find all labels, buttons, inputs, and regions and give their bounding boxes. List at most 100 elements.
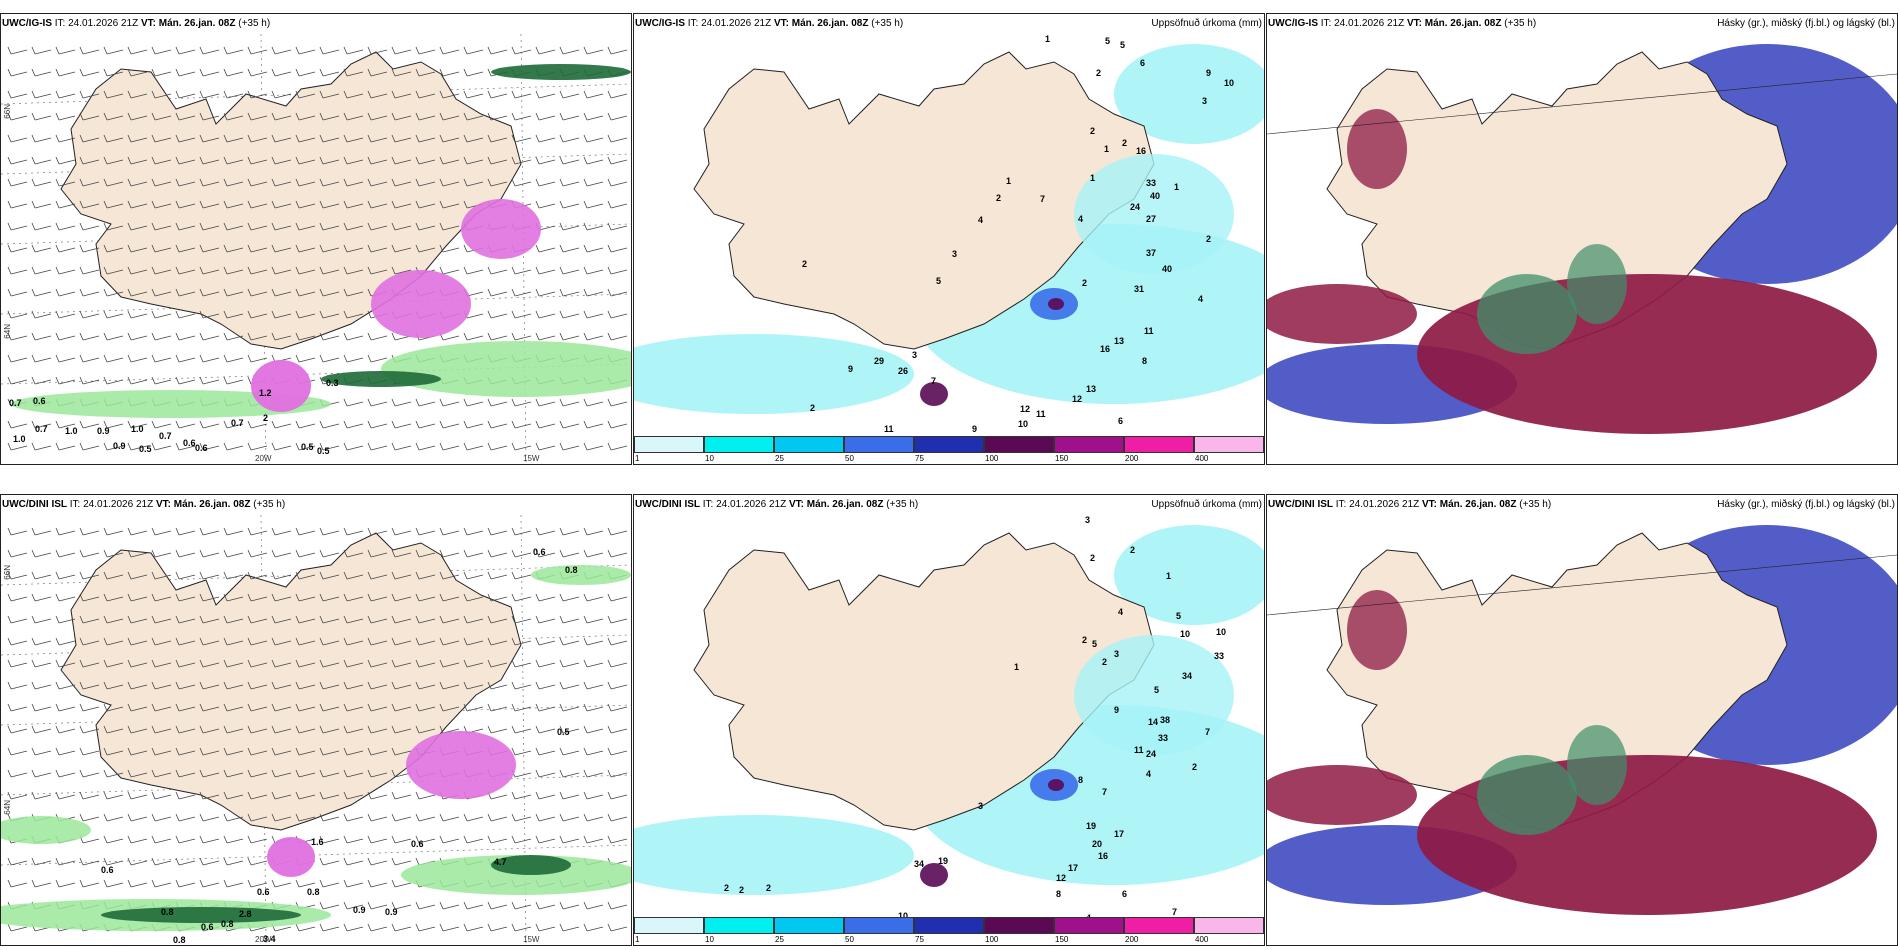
wind-barb [247, 571, 268, 580]
wind-barb [223, 725, 244, 734]
value-label: 1 [1045, 34, 1050, 44]
wind-barb [103, 659, 124, 668]
legend-tick: 75 [915, 454, 924, 463]
wind-barb [7, 266, 28, 275]
wind-barb [367, 222, 388, 231]
wind-barb [487, 156, 508, 165]
wind-barb [391, 222, 412, 231]
wind-barb [7, 288, 28, 297]
wind-barb [55, 637, 76, 646]
wind-barb [31, 156, 52, 165]
wind-barb [271, 615, 292, 624]
wind-barb [559, 90, 580, 99]
wind-barb [79, 332, 100, 341]
wind-barb [391, 813, 412, 822]
wind-barb [127, 725, 148, 734]
wind-barb [295, 659, 316, 668]
panel-title: UWC/IG-IS IT: 24.01.2026 21Z VT: Mán. 26… [635, 18, 903, 29]
wind-barb [103, 442, 124, 451]
wind-barb [175, 112, 196, 121]
wind-barb [583, 442, 604, 451]
wind-barb [607, 527, 628, 536]
value-label: 7 [931, 376, 936, 386]
wind-barb [199, 791, 220, 800]
value-label: 9 [1206, 68, 1211, 78]
wind-barb [343, 244, 364, 253]
wind-barb [319, 747, 340, 756]
wind-barb [127, 813, 148, 822]
wind-barb [391, 549, 412, 558]
wind-barb [271, 420, 292, 429]
wind-barb [127, 156, 148, 165]
wind-barb [151, 659, 172, 668]
value-label: 9 [848, 364, 853, 374]
wind-barb [583, 593, 604, 602]
wind-barb [271, 134, 292, 143]
wind-barb [7, 659, 28, 668]
panel-wind-precip-igis: UWC/IG-IS IT: 24.01.2026 21Z VT: Mán. 26… [0, 13, 632, 465]
low-cloud [1567, 725, 1627, 805]
wind-barb [343, 178, 364, 187]
wind-barb [175, 68, 196, 77]
wind-barb [31, 637, 52, 646]
legend-swatch [914, 436, 984, 453]
wind-barb [487, 681, 508, 690]
wind-barb [7, 134, 28, 143]
wind-barb [127, 593, 148, 602]
wind-barb [127, 857, 148, 866]
value-label: 1 [1014, 662, 1019, 672]
legend-swatch [1124, 917, 1194, 934]
panel-accum-precip-dini: UWC/DINI ISL IT: 24.01.2026 21Z VT: Mán.… [633, 494, 1265, 946]
wind-barb [391, 593, 412, 602]
wind-barb [175, 134, 196, 143]
wind-barb [439, 659, 460, 668]
wind-barb [559, 659, 580, 668]
wind-barb [415, 134, 436, 143]
value-label: 1.6 [311, 837, 324, 847]
valid-time: Mán. 26.jan. 08Z [791, 18, 869, 29]
wind-barb [391, 46, 412, 55]
value-label: 8 [1056, 889, 1061, 899]
lead-time: (+35 h) [871, 18, 904, 29]
wind-barb [199, 549, 220, 558]
wind-barb [271, 266, 292, 275]
wind-barb [439, 442, 460, 451]
lat-66-label: 66N [3, 104, 12, 119]
legend-tick: 200 [1125, 935, 1139, 944]
wind-barb [319, 549, 340, 558]
value-label: 3.4 [263, 934, 276, 944]
wind-barb [7, 310, 28, 319]
high-cloud [1267, 765, 1417, 825]
legend-swatch [1124, 436, 1194, 453]
wind-barb [247, 266, 268, 275]
wind-barb [583, 90, 604, 99]
wind-barb [151, 90, 172, 99]
wind-barb [103, 549, 124, 558]
wind-barb [7, 46, 28, 55]
wind-barb [127, 442, 148, 451]
value-label: 5 [1092, 639, 1097, 649]
wind-barb [343, 527, 364, 536]
wind-barb [415, 112, 436, 121]
wind-barb [487, 703, 508, 712]
value-label: 5 [1154, 685, 1159, 695]
value-label: 3 [1114, 649, 1119, 659]
wind-barb [487, 332, 508, 341]
wind-barb [151, 879, 172, 888]
wind-barb [367, 615, 388, 624]
wind-barb [367, 571, 388, 580]
wind-barb [103, 244, 124, 253]
wind-barb [7, 222, 28, 231]
wind-barb [319, 222, 340, 231]
wind-barb [295, 288, 316, 297]
wind-barb [127, 637, 148, 646]
wind-barb [511, 637, 532, 646]
wind-barb [535, 835, 556, 844]
wind-barb [199, 332, 220, 341]
valid-time: Mán. 26.jan. 08Z [173, 499, 251, 510]
value-label: 33 [1214, 651, 1224, 661]
wind-barb [487, 310, 508, 319]
wind-barb [511, 112, 532, 121]
wind-barb [415, 222, 436, 231]
wind-barb [391, 420, 412, 429]
